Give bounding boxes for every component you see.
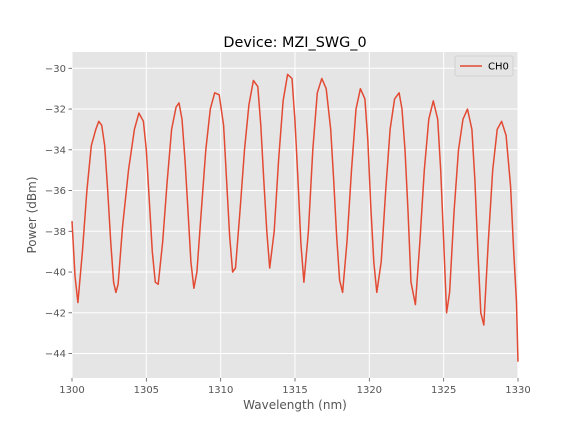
series-line-ch0 (71, 73, 519, 362)
legend-box (454, 55, 514, 77)
y-axis-ticks: −30 −32 −34 −36 −38 −40 −42 −44 (45, 64, 72, 360)
gridlines (71, 52, 519, 378)
x-tick-label: 1320 (357, 385, 382, 396)
y-tick-label: −42 (45, 308, 66, 319)
y-tick-label: −40 (45, 268, 66, 279)
x-tick-label: 1325 (431, 385, 456, 396)
y-tick-label: −44 (45, 349, 66, 360)
y-tick-label: −32 (45, 105, 66, 116)
x-axis-label: Wavelength (nm) (243, 398, 347, 412)
x-tick-label: 1300 (59, 385, 84, 396)
x-tick-label: 1310 (208, 385, 233, 396)
x-tick-label: 1330 (505, 385, 530, 396)
legend-label-ch0: CH0 (488, 62, 509, 73)
y-tick-label: −38 (45, 227, 66, 238)
x-tick-label: 1305 (134, 385, 159, 396)
series-layer (71, 73, 519, 362)
y-axis-label: Power (dBm) (25, 177, 39, 254)
x-tick-label: 1315 (282, 385, 307, 396)
y-tick-label: −30 (45, 64, 66, 75)
x-axis-ticks: 1300 1305 1310 1315 1320 1325 1330 (59, 378, 531, 396)
legend: CH0 (454, 55, 514, 77)
chart-title: Device: MZI_SWG_0 (223, 35, 366, 51)
y-tick-label: −34 (45, 145, 66, 156)
y-tick-label: −36 (45, 186, 66, 197)
